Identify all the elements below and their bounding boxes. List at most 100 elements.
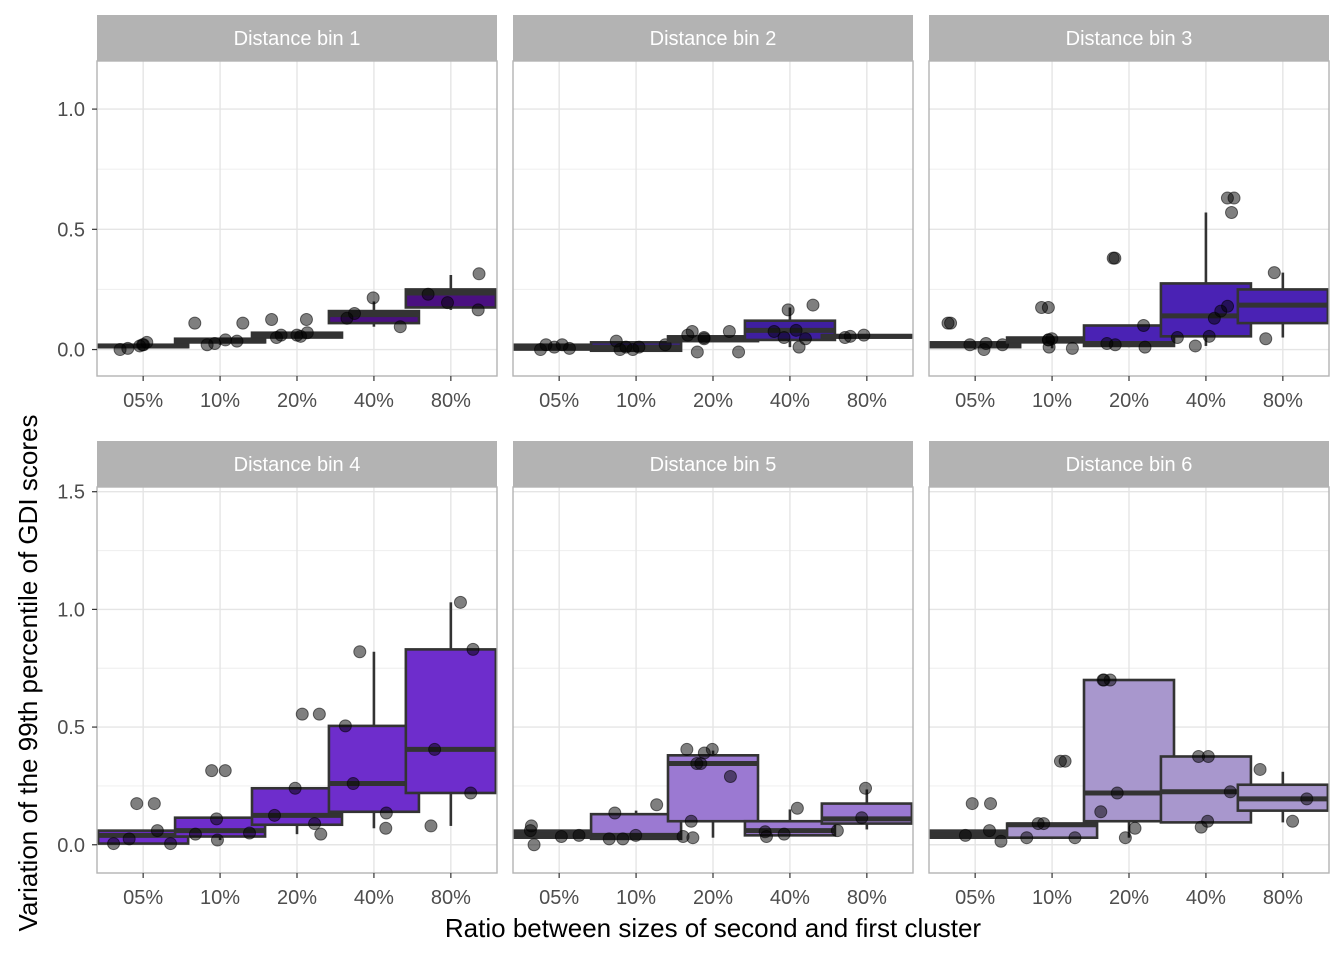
data-point [453, 595, 467, 609]
box-20pct [666, 742, 760, 845]
data-point [294, 329, 308, 343]
data-point [379, 806, 393, 820]
data-point [236, 316, 250, 330]
data-point [1137, 319, 1151, 333]
data-point [188, 827, 202, 841]
box-40pct [743, 801, 837, 844]
data-point [147, 797, 161, 811]
data-point [1267, 266, 1281, 280]
data-point [1201, 749, 1215, 763]
data-point [984, 797, 998, 811]
data-point [792, 340, 806, 354]
data-point [421, 287, 435, 301]
data-point [629, 828, 643, 842]
facet-panel: Distance bin 1 05% 10% 20% 40% 80% 0.0 0.5 1.0 [57, 15, 498, 412]
data-point [210, 833, 224, 847]
x-tick-label: 05% [955, 887, 995, 909]
data-point [562, 341, 576, 355]
box-iqr [327, 724, 421, 814]
data-point [789, 323, 803, 337]
data-point [859, 781, 873, 795]
facet-strip-label: Distance bin 5 [650, 454, 777, 476]
facet-strip [513, 15, 913, 61]
data-point [299, 312, 313, 326]
box-05pct [928, 316, 1022, 357]
data-point [308, 817, 322, 831]
panels: Distance bin 105% 10% 20% 40% 80%0.00.51.0Di… [57, 15, 1330, 909]
facet-panel: Distance bin 5 05% 10% 20% 40% 80% [512, 441, 914, 909]
box-40pct [327, 645, 421, 835]
box-10pct [1005, 754, 1099, 845]
y-axis-title: Variation of the 99th percentile of GDI … [13, 415, 43, 932]
facet-panel: Distance bin 2 05% 10% 20% 40% 80% [512, 15, 914, 412]
box-iqr [1082, 678, 1176, 823]
data-point [1128, 821, 1142, 835]
data-point [122, 832, 136, 846]
data-point [1041, 300, 1055, 314]
box-40pct [1159, 749, 1253, 834]
data-point [295, 707, 309, 721]
data-point [697, 331, 711, 345]
x-tick-label: 05% [539, 390, 579, 412]
data-point [200, 338, 214, 352]
x-tick-label: 10% [616, 887, 656, 909]
data-point [723, 770, 737, 783]
box-80pct [820, 328, 914, 345]
y-tick-label: 1.0 [57, 599, 85, 621]
data-point [963, 338, 977, 352]
data-point [107, 837, 121, 851]
box-10pct [173, 764, 267, 847]
data-point [777, 331, 791, 345]
x-axis-title: Ratio between sizes of second and first … [445, 913, 982, 943]
data-point [732, 345, 746, 359]
y-tick-label: 0.5 [57, 717, 85, 739]
box-80pct [1236, 762, 1330, 828]
facet-strip-label: Distance bin 3 [1066, 28, 1193, 50]
data-point [137, 338, 151, 352]
data-point [1194, 820, 1208, 834]
x-tick-label: 40% [770, 887, 810, 909]
x-tick-label: 40% [354, 390, 394, 412]
x-tick-label: 10% [200, 887, 240, 909]
facet-strip [97, 441, 497, 487]
box-80pct [404, 595, 498, 833]
data-point [650, 798, 664, 812]
data-point [1068, 831, 1082, 845]
data-point [164, 837, 178, 851]
data-point [218, 333, 232, 347]
box-20pct [1082, 673, 1176, 845]
data-point [676, 830, 690, 844]
data-point [1037, 817, 1051, 831]
x-tick-label: 40% [1186, 887, 1226, 909]
x-tick-label: 10% [200, 390, 240, 412]
data-point [694, 757, 708, 771]
data-point [269, 331, 283, 345]
data-point [205, 764, 219, 778]
box-40pct [743, 298, 837, 354]
x-tick-label: 20% [693, 390, 733, 412]
data-point [1138, 340, 1152, 354]
facet-strip-label: Distance bin 4 [234, 454, 361, 476]
data-point [340, 311, 354, 325]
data-point [759, 830, 773, 844]
box-05pct [512, 819, 606, 852]
data-point [1188, 339, 1202, 353]
x-tick-label: 20% [693, 887, 733, 909]
facet-panel: Distance bin 6 05% 10% 20% 40% 80% [928, 441, 1330, 909]
data-point [150, 824, 164, 838]
data-point [424, 819, 438, 833]
facet-strip-label: Distance bin 2 [650, 28, 777, 50]
box-20pct [250, 312, 344, 345]
data-point [843, 329, 857, 343]
facet-strip-label: Distance bin 1 [234, 28, 361, 50]
data-point [1041, 333, 1055, 347]
data-point [1170, 331, 1184, 345]
data-point [941, 316, 955, 330]
data-point [632, 340, 646, 354]
facet-strip [513, 441, 913, 487]
x-tick-label: 20% [277, 390, 317, 412]
facet-strip [929, 15, 1329, 61]
data-point [1065, 341, 1079, 355]
data-point [690, 345, 704, 359]
data-point [1223, 785, 1237, 799]
